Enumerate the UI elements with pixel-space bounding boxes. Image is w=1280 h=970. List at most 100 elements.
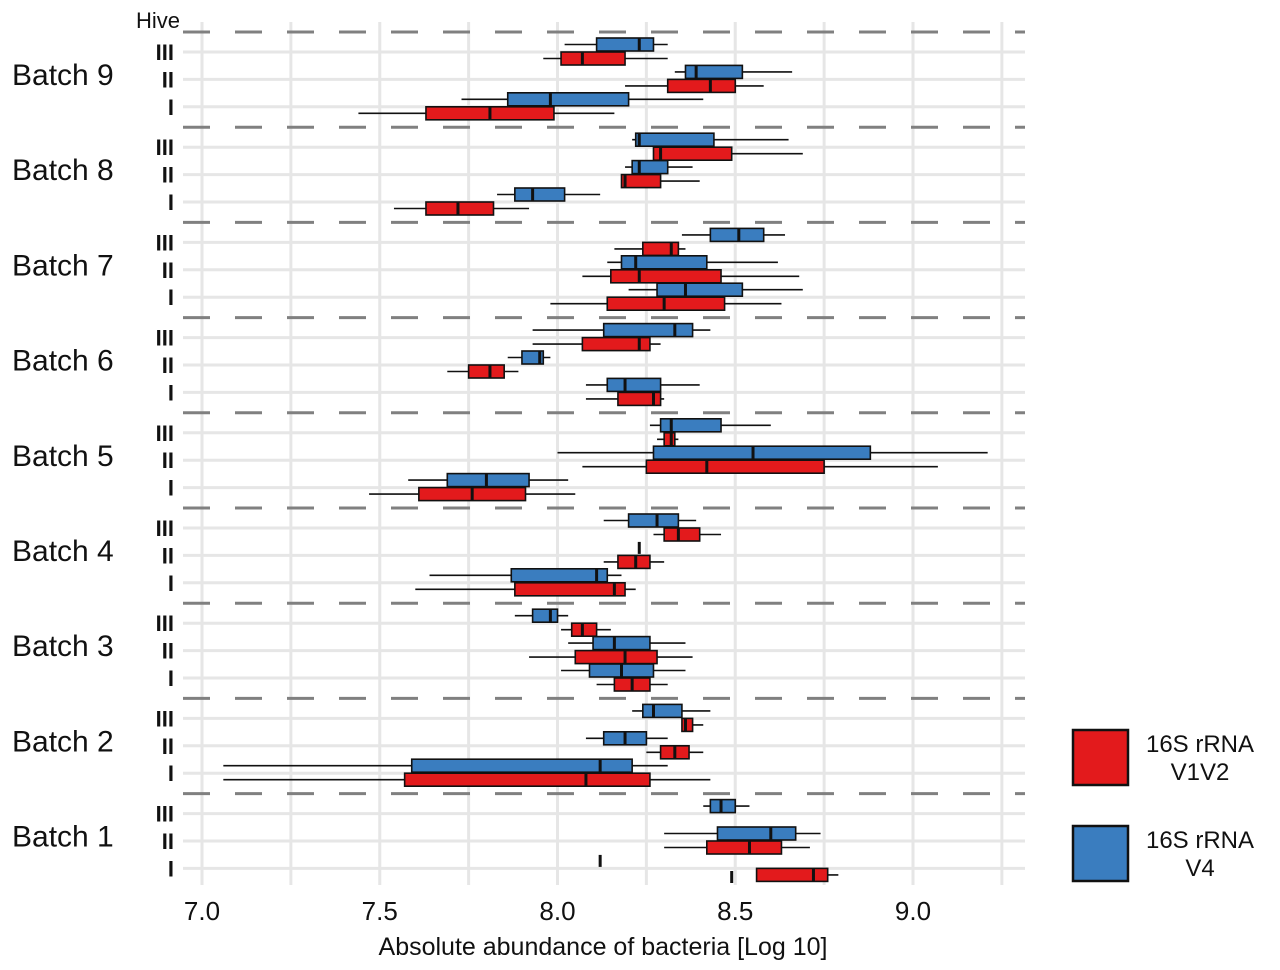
box-iqr — [531, 608, 559, 624]
hive-label: III — [156, 802, 174, 827]
hive-label: I — [168, 761, 174, 786]
x-tick-label: 7.0 — [184, 896, 220, 926]
box-v4 — [532, 322, 711, 338]
hive-label: I — [168, 856, 174, 881]
batch-label: Batch 9 — [12, 59, 114, 92]
box-v1v2 — [415, 581, 636, 597]
hive-label: II — [162, 67, 174, 92]
box-v4 — [561, 663, 686, 678]
x-tick-label: 8.5 — [717, 896, 753, 926]
box-iqr — [602, 322, 694, 338]
box-iqr — [645, 459, 825, 475]
box-v1v2 — [620, 173, 700, 189]
box-v1v2 — [529, 649, 693, 665]
box-iqr — [642, 241, 680, 257]
box-iqr — [514, 187, 566, 202]
box-v4 — [514, 608, 569, 624]
box-iqr — [709, 227, 765, 243]
batch-separators — [183, 30, 1025, 796]
box-v1v2 — [596, 677, 668, 692]
hive-label: I — [168, 190, 174, 215]
box-iqr — [684, 64, 744, 80]
hive-label: I — [168, 571, 174, 596]
box-iqr — [627, 513, 680, 528]
box-iqr — [592, 635, 651, 651]
box-v1v2 — [358, 106, 615, 121]
batch-label: Batch 4 — [12, 535, 114, 568]
box-v4 — [674, 64, 793, 80]
box-iqr — [631, 159, 669, 175]
box-iqr — [467, 364, 505, 379]
box-v4 — [461, 92, 704, 107]
box-v1v2 — [646, 744, 704, 760]
hive-axis-title: Hive — [136, 8, 180, 33]
box-v4 — [497, 187, 601, 202]
box-v4 — [649, 417, 771, 433]
box-iqr — [709, 798, 737, 814]
box-iqr — [620, 173, 662, 189]
x-tick-label: 8.0 — [539, 896, 575, 926]
hive-label: II — [162, 448, 174, 473]
box-v4 — [507, 350, 551, 365]
hive-label: II — [162, 258, 174, 283]
hive-label: III — [156, 421, 174, 446]
legend-swatch — [1071, 728, 1130, 787]
box-v1v2 — [755, 867, 839, 883]
box-iqr — [425, 201, 495, 216]
x-axis: 7.0 7.5 8.0 8.5 9.0 — [184, 896, 931, 926]
box-iqr — [574, 649, 658, 665]
batch-label: Batch 6 — [12, 345, 114, 378]
box-v1v2 — [614, 241, 686, 257]
box-v1v2 — [393, 201, 530, 216]
box-iqr — [656, 282, 744, 298]
box-iqr — [652, 445, 872, 461]
legend-label: 16S rRNA — [1146, 731, 1254, 758]
batch-label: Batch 8 — [12, 154, 114, 187]
box-v4 — [223, 758, 668, 774]
box-v4 — [557, 445, 988, 461]
legend-label: V4 — [1185, 855, 1214, 882]
hive-label: III — [156, 40, 174, 65]
box-iqr — [620, 255, 708, 270]
box-iqr — [659, 417, 722, 433]
box-iqr — [610, 268, 722, 284]
box-iqr — [642, 703, 683, 719]
box-v1v2 — [582, 459, 938, 475]
box-iqr — [521, 350, 545, 365]
hive-label: I — [168, 380, 174, 405]
box-iqr — [410, 758, 633, 774]
box-v1v2 — [369, 486, 576, 502]
box-v4 — [568, 635, 686, 651]
box-v4 — [408, 472, 569, 488]
box-v4 — [628, 282, 803, 298]
box-series — [223, 37, 988, 883]
hive-label: III — [156, 516, 174, 541]
box-v1v2 — [582, 268, 800, 284]
box-v4 — [632, 703, 711, 719]
hive-label: III — [156, 326, 174, 351]
box-v1v2 — [561, 622, 611, 638]
box-iqr — [506, 92, 630, 107]
batch-label: Batch 7 — [12, 249, 114, 282]
hive-label: I — [168, 666, 174, 691]
x-tick-label: 9.0 — [895, 896, 931, 926]
box-v4 — [664, 826, 821, 841]
gridlines — [183, 22, 1025, 885]
box-iqr — [581, 336, 651, 352]
hive-label: III — [156, 230, 174, 255]
batch-label: Batch 2 — [12, 725, 114, 758]
box-v1v2 — [664, 840, 810, 855]
hive-label: II — [162, 163, 174, 188]
hive-label: II — [162, 353, 174, 378]
box-v4 — [607, 255, 778, 270]
box-v1v2 — [653, 527, 722, 542]
hive-label: II — [162, 543, 174, 568]
box-iqr — [560, 51, 626, 66]
box-iqr — [755, 867, 829, 883]
box-iqr — [706, 840, 783, 855]
box-v1v2 — [652, 146, 803, 161]
box-v4 — [603, 513, 697, 528]
